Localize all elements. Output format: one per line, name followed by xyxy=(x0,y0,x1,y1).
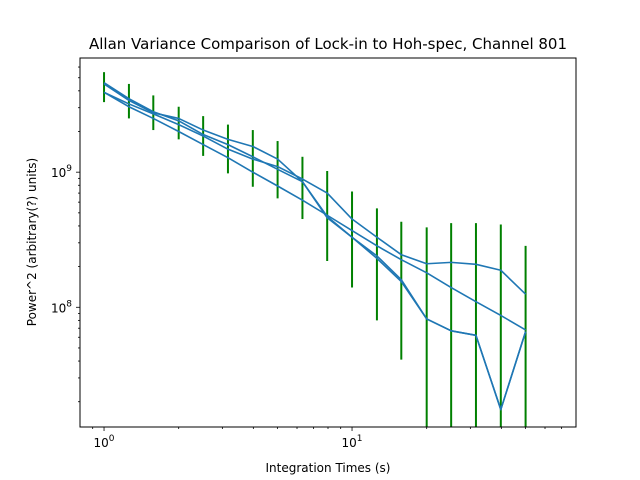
series-lines xyxy=(103,81,527,411)
error-bars xyxy=(103,72,527,427)
y-tick-base: 10 xyxy=(51,301,66,315)
x-tick-base: 10 xyxy=(94,436,109,450)
y-tick-label: 108 xyxy=(51,299,72,315)
y-tick-label: 109 xyxy=(51,164,72,180)
y-tick-exponent: 9 xyxy=(66,164,72,174)
series-line-2 xyxy=(103,91,527,295)
x-tick-label: 100 xyxy=(94,434,115,450)
x-axis-label: Integration Times (s) xyxy=(266,461,391,475)
y-tick-base: 10 xyxy=(51,166,66,180)
chart-title: Allan Variance Comparison of Lock-in to … xyxy=(89,35,567,53)
x-tick-exponent: 0 xyxy=(109,434,115,444)
series-line-4 xyxy=(103,81,527,411)
x-tick-base: 10 xyxy=(342,436,357,450)
x-tick-exponent: 1 xyxy=(357,434,363,444)
series-line-3 xyxy=(103,91,526,331)
x-tick-label: 101 xyxy=(342,434,363,450)
plot-frame xyxy=(79,57,577,428)
y-tick-exponent: 8 xyxy=(66,299,72,309)
y-axis-label: Power^2 (arbitrary(?) units) xyxy=(25,158,39,326)
